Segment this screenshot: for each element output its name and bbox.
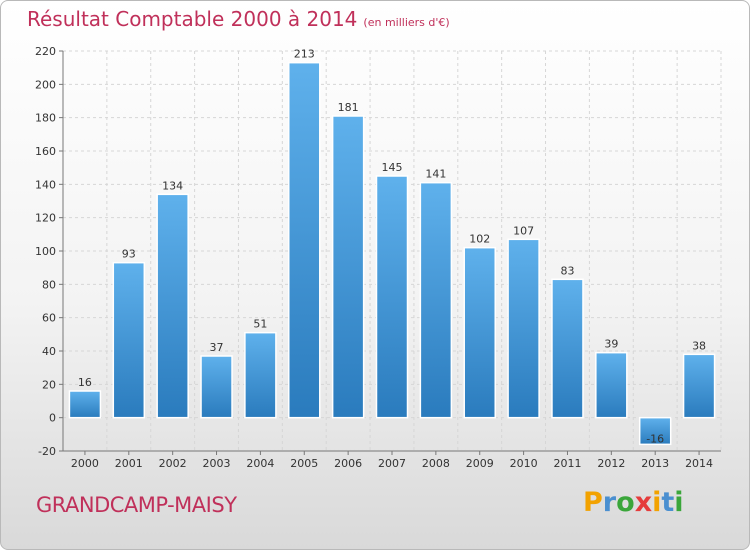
logo-letter: t: [661, 487, 675, 518]
logo-letter: i: [674, 487, 684, 518]
x-tick-label: 2012: [597, 457, 625, 470]
bar[interactable]: [507, 238, 540, 419]
bar-value-label: 39: [604, 338, 618, 351]
bar[interactable]: [419, 181, 453, 419]
x-tick-label: 2000: [71, 457, 99, 470]
bar[interactable]: [288, 61, 321, 419]
bar[interactable]: [551, 278, 584, 419]
bar-value-label: 107: [513, 224, 534, 237]
y-tick-label: 200: [35, 78, 56, 91]
bar-value-label: 93: [122, 248, 136, 261]
x-tick-label: 2010: [510, 457, 538, 470]
y-tick-label: 0: [49, 412, 56, 425]
bar-value-label: 83: [560, 264, 574, 277]
chart-title-text: Résultat Comptable 2000 à 2014: [27, 7, 358, 31]
bar[interactable]: [463, 246, 496, 419]
bar[interactable]: [331, 115, 365, 419]
y-tick-label: 140: [35, 178, 56, 191]
proxiti-logo[interactable]: Proxiti: [583, 487, 684, 518]
bar[interactable]: [112, 261, 146, 419]
logo-letter: i: [652, 487, 662, 518]
x-tick-label: 2002: [159, 457, 187, 470]
x-tick-label: 2001: [115, 457, 143, 470]
x-tick-label: 2009: [466, 457, 494, 470]
bar-value-label: 16: [78, 376, 92, 389]
bar[interactable]: [244, 331, 277, 419]
bar-value-label: 102: [469, 233, 490, 246]
bar-value-label: 213: [294, 48, 315, 61]
x-tick-label: 2014: [685, 457, 713, 470]
bar-value-label: 145: [382, 161, 403, 174]
y-tick-label: 40: [42, 345, 56, 358]
y-tick-label: 80: [42, 278, 56, 291]
bar-value-label: 37: [210, 341, 224, 354]
x-tick-label: 2005: [290, 457, 318, 470]
y-tick-label: 180: [35, 112, 56, 125]
x-tick-label: 2003: [203, 457, 231, 470]
x-tick-label: 2013: [641, 457, 669, 470]
y-tick-label: 120: [35, 212, 56, 225]
bar[interactable]: [682, 353, 716, 419]
bar-value-label: 141: [425, 168, 446, 181]
x-tick-label: 2004: [246, 457, 274, 470]
logo-letter: r: [602, 487, 617, 518]
bar-value-label: 134: [162, 179, 183, 192]
x-tick-label: 2007: [378, 457, 406, 470]
y-tick-label: 220: [35, 45, 56, 58]
bar[interactable]: [68, 390, 102, 419]
bar[interactable]: [156, 193, 189, 419]
logo-letter: x: [634, 487, 653, 518]
bar[interactable]: [595, 351, 628, 419]
y-tick-label: 160: [35, 145, 56, 158]
x-tick-label: 2008: [422, 457, 450, 470]
chart-subtitle: (en milliers d'€): [363, 16, 450, 29]
chart-title: Résultat Comptable 2000 à 2014 (en millie…: [27, 7, 450, 31]
bar-value-label: 51: [253, 318, 267, 331]
bar[interactable]: [200, 355, 233, 419]
bar-value-label: 181: [338, 101, 359, 114]
bar-value-label: 38: [692, 339, 706, 352]
bar[interactable]: [638, 416, 672, 446]
x-tick-label: 2006: [334, 457, 362, 470]
bar-value-label: -16: [646, 432, 664, 445]
logo-letter: P: [583, 487, 603, 518]
x-tick-label: 2011: [553, 457, 581, 470]
logo-letter: o: [616, 487, 635, 518]
y-tick-label: 100: [35, 245, 56, 258]
y-tick-label: 60: [42, 312, 56, 325]
y-tick-label: -20: [38, 445, 56, 458]
city-name: GRANDCAMP-MAISY: [36, 493, 237, 517]
bar[interactable]: [375, 175, 409, 419]
y-tick-label: 20: [42, 378, 56, 391]
